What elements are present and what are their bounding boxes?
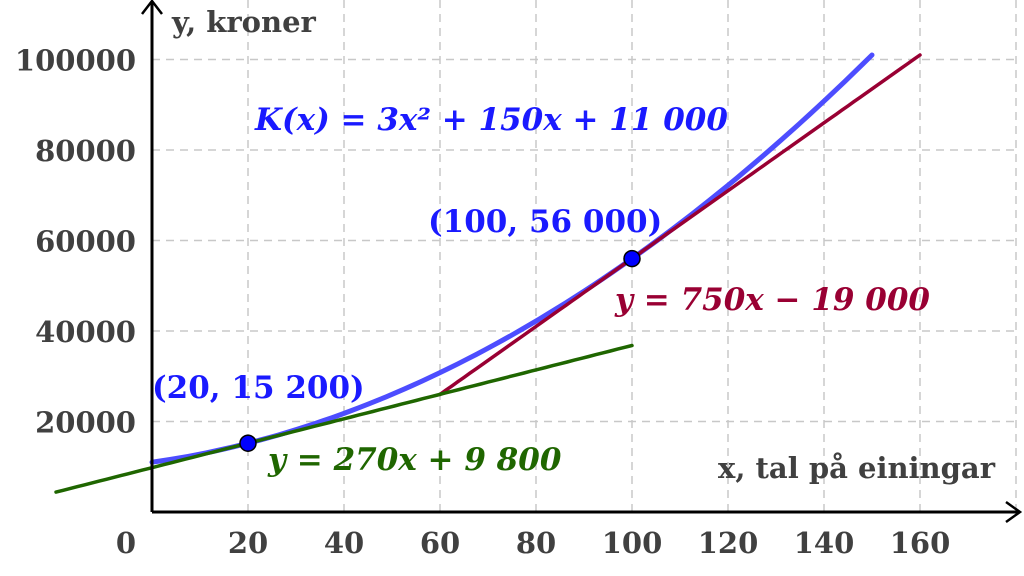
x-tick-label: 140	[794, 526, 855, 560]
x-tick-label: 60	[420, 526, 460, 560]
y-axis-label: y, kroner	[171, 5, 317, 39]
x-tick-label: 120	[698, 526, 759, 560]
x-tick-label: 40	[324, 526, 364, 560]
x-tick-label: 100	[602, 526, 663, 560]
y-tick-label: 20000	[35, 406, 136, 440]
x-tick-label: 20	[228, 526, 268, 560]
point-label-100: (100, 56 000)	[428, 204, 662, 240]
x-tick-label: 80	[516, 526, 556, 560]
x-tick-label: 160	[890, 526, 951, 560]
points	[239, 249, 641, 452]
series-label-cost-function: K(x) = 3x² + 150x + 11 000	[254, 102, 728, 138]
data-point	[623, 249, 641, 268]
axes	[141, 0, 1023, 524]
y-tick-label: 60000	[35, 225, 136, 259]
x-axis-label: x, tal på einingar	[718, 451, 996, 485]
point-label-20: (20, 15 200)	[152, 370, 365, 406]
y-tick-label: 80000	[35, 134, 136, 168]
y-tick-label: 40000	[35, 315, 136, 349]
series-label-tangent-20: y = 270x + 9 800	[267, 442, 562, 478]
tick-labels: 0 20 40 60 80 100 120 140 160 20000 40000 60000 8000…	[15, 44, 950, 561]
x-tick-label: 0	[116, 526, 136, 560]
y-tick-label: 100000	[15, 44, 136, 78]
data-point	[239, 434, 257, 452]
y-axis-arrow-icon	[141, 0, 163, 15]
series-label-tangent-100: y = 750x − 19 000	[614, 282, 930, 318]
series-line-1	[438, 53, 922, 397]
x-axis-arrow-icon	[1005, 500, 1023, 524]
